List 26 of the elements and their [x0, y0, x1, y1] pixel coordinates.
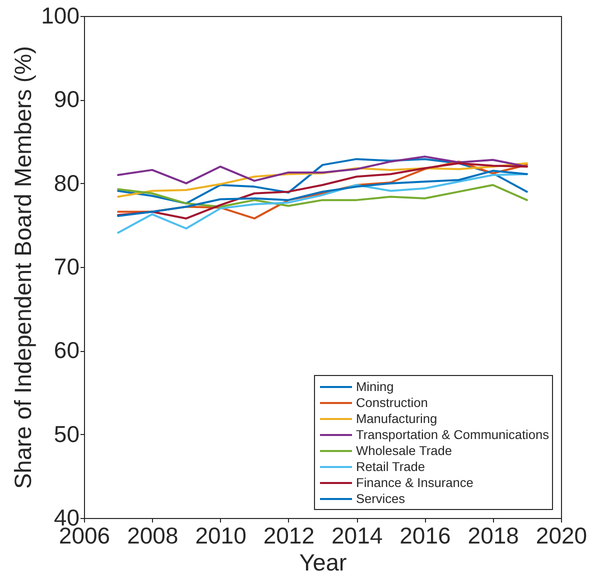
y-tick-label: 70: [54, 254, 80, 280]
y-tick-label: 50: [54, 420, 80, 447]
x-tick-label: 2018: [468, 522, 519, 548]
x-tick-label: 2016: [400, 522, 451, 548]
legend-label: Transportation & Communications: [356, 427, 549, 442]
x-tick-label: 2012: [263, 522, 315, 548]
legend-label: Manufacturing: [356, 411, 438, 426]
x-tick-label: 2020: [536, 522, 588, 548]
line-series: [117, 156, 528, 184]
y-tick-label: 90: [54, 86, 80, 112]
line-series: [117, 162, 528, 198]
x-tick-label: 2014: [331, 522, 383, 548]
y-tick-label: 100: [41, 2, 80, 28]
line-series: [117, 184, 528, 208]
legend-label: Finance & Insurance: [356, 475, 474, 490]
x-tick-label: 2008: [127, 522, 178, 548]
x-axis-title: Year: [299, 550, 347, 576]
legend-label: Construction: [356, 395, 428, 410]
x-tick-label: 2010: [195, 522, 246, 548]
legend-label: Wholesale Trade: [356, 443, 452, 458]
y-tick-label: 60: [54, 337, 80, 364]
y-tick-label: 80: [54, 170, 80, 196]
y-axis-title: Share of Independent Board Members (%): [10, 46, 36, 489]
legend-label: Mining: [356, 379, 394, 394]
legend-label: Retail Trade: [356, 459, 425, 474]
legend-label: Services: [356, 491, 406, 506]
